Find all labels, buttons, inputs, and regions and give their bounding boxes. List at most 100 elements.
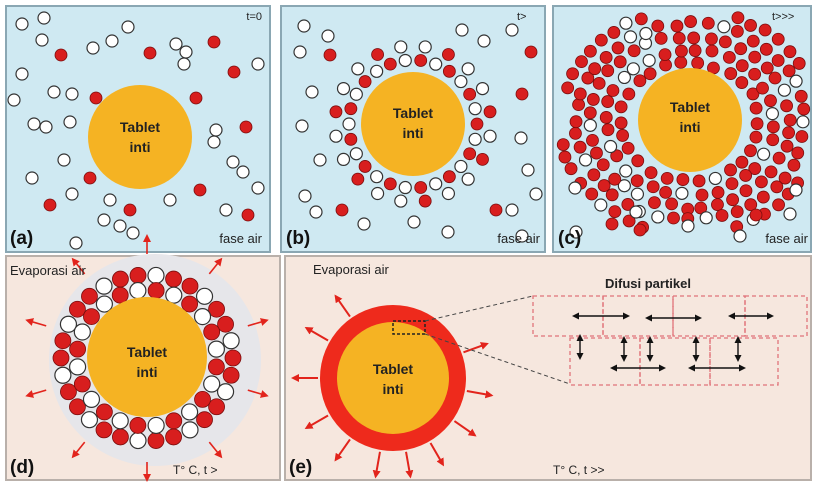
white-particle bbox=[583, 118, 597, 132]
white-particle bbox=[165, 286, 183, 304]
red-particle bbox=[83, 308, 100, 326]
evaporation-arrow bbox=[247, 318, 269, 327]
evaporation-arrow bbox=[71, 257, 86, 275]
red-particle bbox=[95, 421, 113, 439]
core-label-line1: Tablet bbox=[373, 361, 414, 377]
red-particle bbox=[787, 158, 801, 172]
phase-label: fase air bbox=[765, 231, 808, 246]
white-particle bbox=[69, 236, 83, 250]
white-particle bbox=[370, 170, 384, 184]
red-particle bbox=[241, 208, 255, 222]
white-particle bbox=[468, 102, 482, 116]
white-particle bbox=[226, 155, 240, 169]
red-particle bbox=[476, 153, 489, 166]
diffusion-cell bbox=[709, 337, 779, 386]
white-particle bbox=[27, 117, 41, 131]
red-particle bbox=[744, 144, 757, 158]
tablet-core bbox=[87, 297, 207, 417]
panel-d: Tablet inti Evaporasi air (d) T° C, t > bbox=[5, 234, 281, 482]
caption: Evaporasi air bbox=[10, 263, 87, 278]
evaporation-arrow bbox=[334, 438, 351, 462]
white-particle bbox=[37, 11, 51, 25]
red-particle bbox=[69, 340, 86, 358]
evaporation-arrow bbox=[334, 294, 351, 318]
white-particle bbox=[57, 153, 71, 167]
evaporation-arrow bbox=[405, 451, 414, 479]
white-particle bbox=[468, 132, 482, 146]
red-particle bbox=[414, 181, 428, 194]
red-particle bbox=[222, 366, 240, 384]
red-particle bbox=[193, 183, 207, 197]
red-particle bbox=[129, 267, 147, 284]
red-particle bbox=[711, 186, 725, 199]
red-particle bbox=[715, 209, 729, 222]
red-particle bbox=[611, 41, 625, 55]
white-particle bbox=[195, 287, 214, 305]
red-particle bbox=[622, 214, 636, 228]
red-particle bbox=[692, 174, 706, 188]
red-particle bbox=[764, 94, 777, 108]
white-particle bbox=[293, 45, 307, 59]
red-particle bbox=[344, 102, 358, 116]
white-particle bbox=[783, 207, 797, 221]
red-particle bbox=[587, 168, 601, 182]
white-particle bbox=[163, 193, 177, 207]
white-particle bbox=[336, 81, 351, 96]
red-particle bbox=[676, 173, 690, 186]
red-particle bbox=[739, 169, 753, 182]
white-particle bbox=[623, 30, 638, 44]
white-particle bbox=[568, 181, 582, 195]
white-particle bbox=[699, 211, 713, 225]
white-particle bbox=[407, 215, 421, 229]
white-particle bbox=[80, 411, 99, 429]
caption: Evaporasi air bbox=[313, 262, 390, 277]
red-particle bbox=[748, 67, 762, 81]
white-particle bbox=[394, 40, 408, 54]
red-particle bbox=[217, 315, 234, 333]
red-particle bbox=[569, 115, 583, 129]
red-particle bbox=[561, 81, 575, 95]
white-particle bbox=[65, 87, 79, 101]
white-particle bbox=[95, 295, 113, 313]
red-particle bbox=[203, 323, 221, 341]
white-particle bbox=[207, 340, 226, 358]
condition-label: T° C, t >> bbox=[553, 463, 604, 477]
panel-label: (c) bbox=[558, 228, 581, 249]
white-particle bbox=[398, 53, 412, 68]
red-particle bbox=[746, 34, 760, 48]
red-particle bbox=[651, 19, 665, 33]
red-particle bbox=[648, 196, 661, 210]
red-particle bbox=[791, 146, 805, 160]
red-particle bbox=[208, 398, 225, 416]
red-particle bbox=[658, 48, 672, 61]
red-particle bbox=[573, 87, 587, 101]
red-particle bbox=[684, 15, 697, 28]
red-particle bbox=[766, 120, 780, 134]
red-particle bbox=[782, 126, 796, 140]
white-particle bbox=[35, 33, 49, 47]
white-particle bbox=[796, 115, 810, 129]
red-particle bbox=[705, 44, 719, 58]
panel-c-particles bbox=[556, 11, 811, 243]
evaporation-arrow bbox=[71, 441, 86, 459]
red-particle bbox=[665, 197, 679, 211]
white-particle bbox=[461, 62, 475, 76]
white-particle bbox=[441, 225, 455, 239]
white-particle bbox=[121, 20, 135, 34]
red-particle bbox=[89, 91, 103, 105]
red-particle bbox=[621, 198, 635, 211]
red-particle bbox=[694, 201, 708, 215]
white-particle bbox=[68, 358, 87, 376]
white-particle bbox=[251, 181, 265, 195]
tablet-core bbox=[88, 85, 192, 189]
red-particle bbox=[672, 31, 686, 45]
red-particle bbox=[601, 95, 615, 108]
red-particle bbox=[442, 170, 456, 184]
red-particle bbox=[768, 71, 782, 85]
red-particle bbox=[227, 65, 241, 79]
red-particle bbox=[489, 203, 503, 217]
white-particle bbox=[675, 186, 689, 200]
white-particle bbox=[126, 226, 140, 240]
white-particle bbox=[169, 37, 183, 51]
white-particle bbox=[181, 421, 199, 439]
